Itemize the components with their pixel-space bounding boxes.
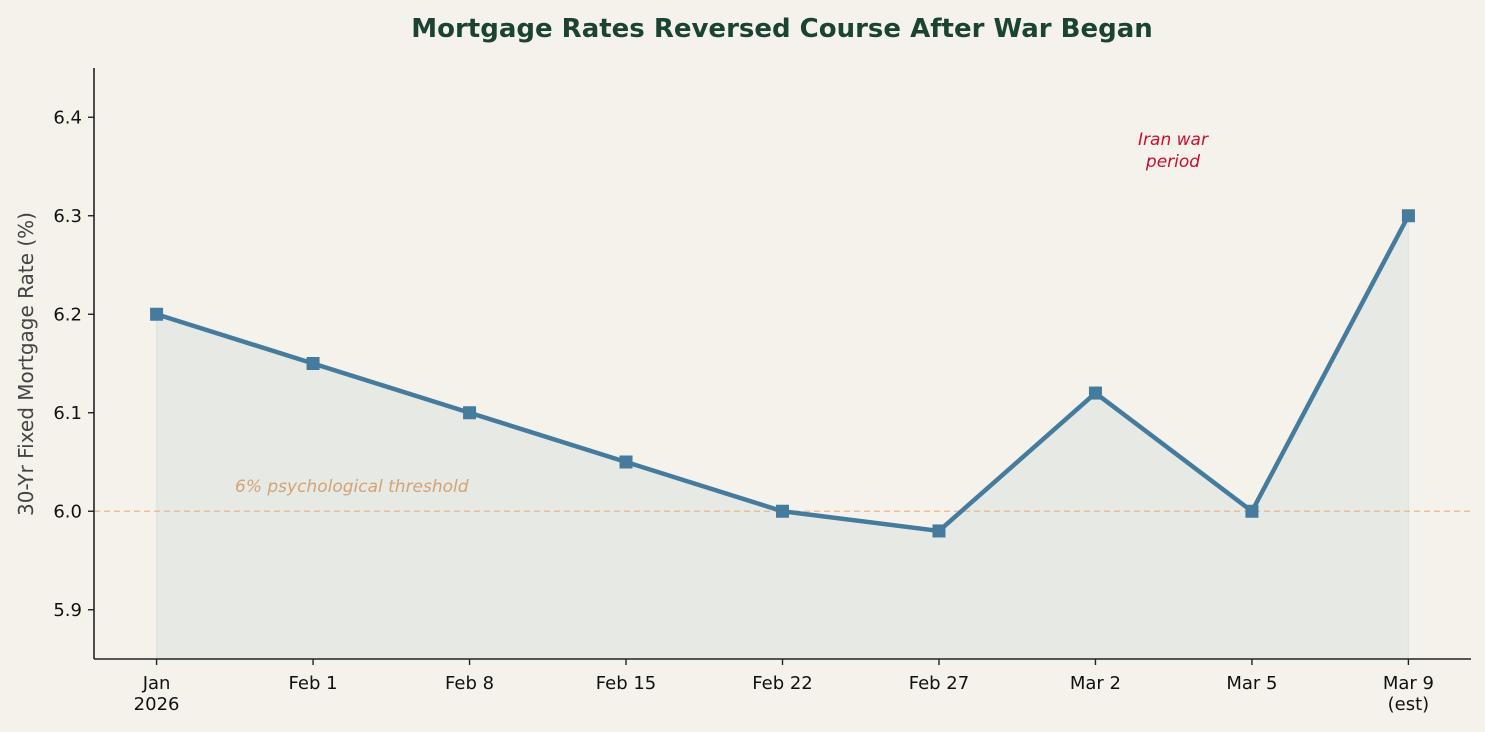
x-tick-label: Jan <box>142 673 171 694</box>
chart-title: Mortgage Rates Reversed Course After War… <box>411 14 1153 44</box>
data-point-marker <box>776 504 789 518</box>
y-tick-label: 6.2 <box>53 304 82 325</box>
data-point-marker <box>306 357 320 370</box>
x-tick-label: Mar 5 <box>1226 673 1277 694</box>
x-tick-label: Feb 15 <box>596 673 657 694</box>
x-tick-label: Feb 22 <box>752 673 813 694</box>
data-point-marker <box>1401 209 1415 223</box>
war-period-annotation-line1: Iran war <box>1138 130 1209 150</box>
data-point-marker <box>1245 504 1259 518</box>
data-point-marker <box>463 406 477 420</box>
war-period-annotation-line2: period <box>1145 152 1200 172</box>
y-tick-label: 6.0 <box>53 501 82 522</box>
threshold-annotation: 6% psychological threshold <box>235 477 469 497</box>
y-axis-label: 30-Yr Fixed Mortgage Rate (%) <box>14 212 38 516</box>
x-tick-label: Feb 8 <box>445 673 494 694</box>
data-point-marker <box>150 307 164 321</box>
x-tick-label: Feb 1 <box>289 673 338 694</box>
x-tick-label: (est) <box>1388 694 1430 715</box>
data-point-marker <box>932 524 946 538</box>
y-tick-label: 6.4 <box>53 107 82 128</box>
data-point-marker <box>1088 386 1102 400</box>
y-tick-label: 5.9 <box>53 600 82 621</box>
x-tick-label: Mar 2 <box>1070 673 1121 694</box>
x-tick-label: 2026 <box>134 694 180 715</box>
data-point-marker <box>619 455 633 469</box>
x-tick-label: Mar 9 <box>1383 673 1434 694</box>
y-tick-label: 6.1 <box>53 403 82 424</box>
y-tick-label: 6.3 <box>53 206 82 227</box>
area-fill <box>156 215 1409 660</box>
x-tick-label: Feb 27 <box>909 673 970 694</box>
